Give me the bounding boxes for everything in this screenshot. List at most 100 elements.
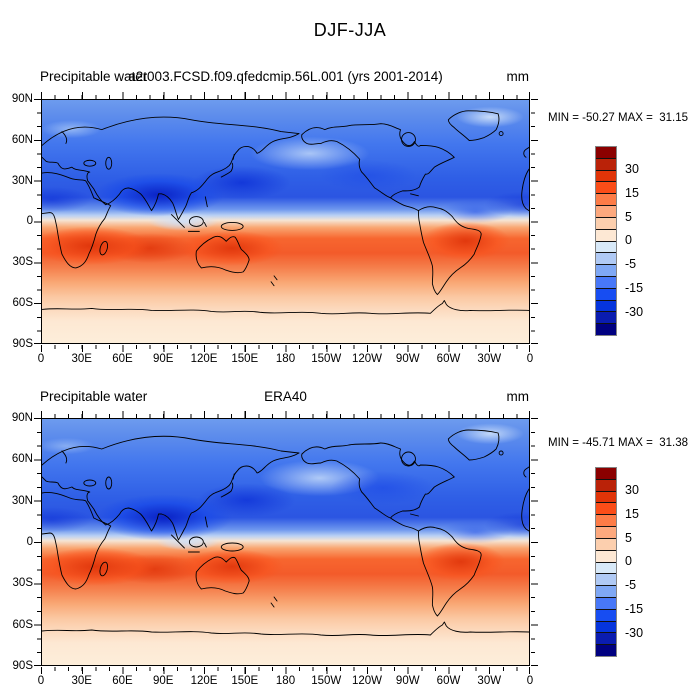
lon-tick-label: 120W: [351, 353, 383, 365]
colorbar-box: [596, 596, 616, 609]
colorbar-box: [596, 561, 616, 574]
panel-b-minmax: MIN = -45.71 MAX = 31.38: [548, 437, 688, 449]
panel-a-minmax: MIN = -50.27 MAX = 31.15: [548, 112, 688, 124]
colorbar-box: [596, 205, 616, 217]
colorbar-box: [596, 644, 616, 656]
lon-tick-label: 180: [275, 353, 296, 365]
lat-tick-label: 30S: [12, 577, 33, 590]
lon-tick-label: 120E: [190, 675, 218, 687]
lat-tick-label: 90S: [12, 659, 33, 672]
colorbar-tick-label: 0: [625, 554, 632, 569]
lat-tick-label: 60N: [11, 453, 33, 466]
colorbar-tick-label: 30: [625, 162, 639, 176]
colorbar-box: [596, 157, 616, 170]
lon-tick-label: 90W: [395, 675, 420, 687]
colorbar-box: [596, 620, 616, 633]
colorbar-box: [596, 287, 616, 300]
panel-a-ticks-top-minor: [41, 95, 530, 99]
panel-b-variable-label: Precipitable water: [40, 389, 148, 404]
colorbar-box: [596, 526, 616, 538]
coastlines-overlay: [42, 110, 529, 315]
colorbar-tick-label: -30: [625, 625, 644, 640]
lat-tick-label: 60N: [11, 133, 33, 146]
lat-tick-label: 0: [26, 535, 33, 548]
lon-tick-label: 180: [275, 675, 296, 687]
colorbar-box: [596, 478, 616, 491]
lat-tick-label: 30S: [12, 256, 33, 269]
panel-b-units-label: mm: [506, 389, 530, 404]
colorbar-tick-label: -15: [625, 281, 644, 296]
lon-tick-label: 0: [526, 675, 534, 687]
lon-tick-label: 0: [526, 353, 534, 365]
panel-b-ticks-bottom-minor: [41, 667, 530, 671]
colorbar-box: [596, 323, 616, 335]
lon-tick-label: 120E: [190, 353, 218, 365]
colorbar-box: [596, 537, 616, 550]
colorbar-box: [596, 573, 616, 586]
lat-tick-label: 90N: [11, 412, 33, 424]
colorbar-box: [596, 468, 616, 479]
panel-a-lon-axis: 0 30E 60E 90E 120E 150E 180 150W 120W 90W 60W 30W 0: [24, 352, 547, 366]
colorbar-box: [596, 585, 616, 597]
panel-a-map: [41, 99, 530, 344]
colorbar-box: [596, 252, 616, 265]
panel-a-units-label: mm: [506, 69, 530, 84]
colorbar-box: [596, 502, 616, 515]
colorbar-box: [596, 169, 616, 182]
panel-a-ticks-bottom-minor: [41, 345, 530, 349]
colorbar-tick-label: 30: [625, 483, 639, 497]
lon-tick-label: 0: [37, 353, 45, 365]
colorbar-box: [596, 549, 616, 562]
panel-b-ticks-left-minor: [37, 418, 41, 666]
colorbar-tick-label: -5: [625, 578, 637, 593]
lon-tick-label: 90E: [153, 353, 174, 365]
panel-b-ticks-top-minor: [41, 414, 530, 418]
lon-tick-label: 0: [37, 675, 45, 687]
colorbar-box: [596, 216, 616, 229]
colorbar-box: [596, 228, 616, 241]
lon-tick-label: 30W: [477, 353, 502, 365]
panel-a-ticks-right-minor: [531, 99, 535, 344]
panel-a-case-title: a2t003.FCSD.f09.qfedcmip.56L.001 (yrs 20…: [128, 69, 443, 84]
lon-tick-label: 150W: [311, 353, 342, 365]
colorbar-box: [596, 299, 616, 312]
panel-b-lat-axis: 90N 60N 30N 0 30S 60S 90S: [0, 412, 33, 672]
panel-b-case-title: ERA40: [264, 389, 307, 404]
colorbar-tick-label: -30: [625, 304, 644, 319]
lon-tick-label: 90W: [395, 353, 420, 365]
lon-tick-label: 60E: [112, 353, 133, 365]
colorbar-tick-label: 5: [625, 209, 632, 224]
colorbar-box: [596, 311, 616, 324]
colorbar-box: [596, 264, 616, 276]
panel-b-ticks-right-minor: [531, 418, 535, 666]
lat-tick-label: 90S: [12, 337, 33, 350]
lat-tick-label: 60S: [12, 618, 33, 631]
panel-b-colorbar-labels: 30 15 5 0 -5 -15 -30: [625, 483, 643, 641]
lat-tick-label: 60S: [12, 297, 33, 310]
panel-a-ticks-left-minor: [37, 99, 41, 344]
lat-tick-label: 90N: [11, 93, 33, 105]
colorbar-box: [596, 147, 616, 158]
panel-b-contour-field: [42, 419, 529, 665]
lat-tick-label: 0: [26, 215, 33, 228]
colorbar-tick-label: 5: [625, 530, 632, 545]
lon-tick-label: 120W: [351, 675, 383, 687]
lon-tick-label: 90E: [153, 675, 174, 687]
lon-tick-label: 150E: [231, 675, 259, 687]
colorbar-tick-label: 15: [625, 185, 639, 200]
lon-tick-label: 150E: [231, 353, 259, 365]
panel-a-variable-label: Precipitable water: [40, 69, 148, 84]
colorbar-box: [596, 490, 616, 503]
colorbar-tick-label: -15: [625, 602, 644, 617]
lon-tick-label: 150W: [311, 675, 342, 687]
colorbar-box: [596, 240, 616, 253]
lon-tick-label: 60E: [112, 675, 133, 687]
panel-a-colorbar: [595, 146, 617, 336]
colorbar-box: [596, 632, 616, 645]
lon-tick-label: 60W: [436, 353, 461, 365]
lon-tick-label: 30E: [71, 675, 92, 687]
lon-tick-label: 30W: [477, 675, 502, 687]
lon-tick-label: 60W: [436, 675, 461, 687]
colorbar-box: [596, 514, 616, 527]
